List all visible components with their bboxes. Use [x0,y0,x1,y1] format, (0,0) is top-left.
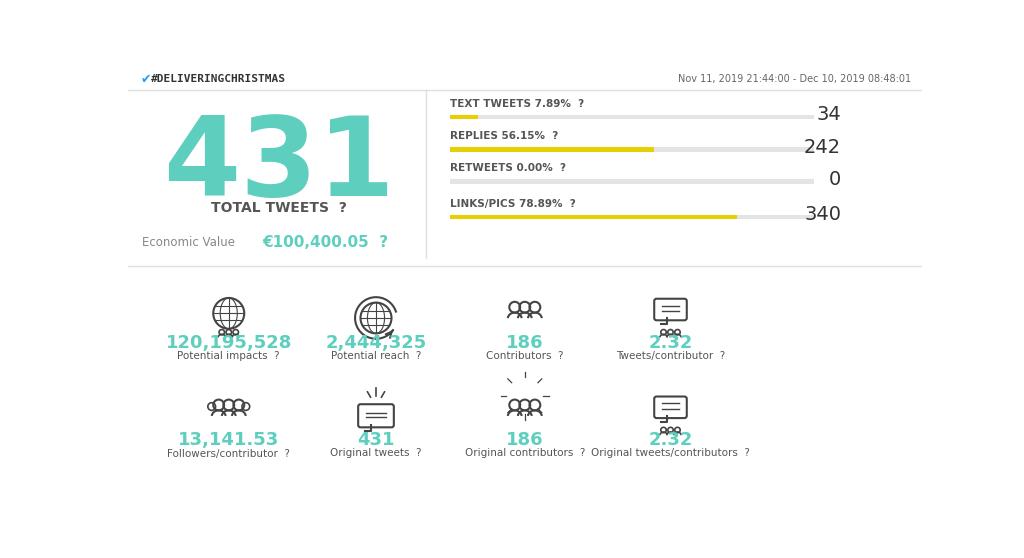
Text: #DELIVERINGCHRISTMAS: #DELIVERINGCHRISTMAS [152,74,287,84]
Bar [450,147,814,152]
Text: 431: 431 [357,431,394,449]
Text: Economic Value: Economic Value [142,236,234,249]
Text: Potential impacts  ?: Potential impacts ? [177,351,280,360]
Text: Original contributors  ?: Original contributors ? [465,449,585,459]
Text: Tweets/contributor  ?: Tweets/contributor ? [615,351,725,360]
Text: 2.32: 2.32 [648,431,692,449]
Text: 13,141.53: 13,141.53 [178,431,280,449]
Text: RETWEETS 0.00%  ?: RETWEETS 0.00% ? [450,163,565,173]
Bar [450,215,814,219]
Bar [450,115,814,119]
Text: 2,444,325: 2,444,325 [326,334,427,352]
Text: LINKS/PICS 78.89%  ?: LINKS/PICS 78.89% ? [450,199,575,209]
Text: 34: 34 [816,105,841,124]
Text: ✔: ✔ [140,73,151,86]
Text: Original tweets/contributors  ?: Original tweets/contributors ? [591,449,750,459]
Text: TOTAL TWEETS  ?: TOTAL TWEETS ? [211,201,347,215]
Text: 0: 0 [828,170,841,189]
Text: 242: 242 [804,137,841,157]
Text: Original tweets  ?: Original tweets ? [331,449,422,459]
Text: REPLIES 56.15%  ?: REPLIES 56.15% ? [450,131,558,141]
Text: Nov 11, 2019 21:44:00 - Dec 10, 2019 08:48:01: Nov 11, 2019 21:44:00 - Dec 10, 2019 08:… [678,74,910,84]
Text: Followers/contributor  ?: Followers/contributor ? [167,449,290,459]
Text: 186: 186 [506,431,544,449]
Text: TEXT TWEETS 7.89%  ?: TEXT TWEETS 7.89% ? [450,99,584,109]
Bar [450,179,814,184]
Text: €100,400.05  ?: €100,400.05 ? [262,235,389,250]
Text: 431: 431 [163,112,395,219]
Text: Contributors  ?: Contributors ? [486,351,563,360]
Text: 340: 340 [804,205,841,224]
Text: 120,195,528: 120,195,528 [166,334,292,352]
Bar [450,147,654,152]
Text: Potential reach  ?: Potential reach ? [331,351,421,360]
Text: 2.32: 2.32 [648,334,692,352]
Bar [450,215,737,219]
Text: 186: 186 [506,334,544,352]
Bar [450,115,478,119]
